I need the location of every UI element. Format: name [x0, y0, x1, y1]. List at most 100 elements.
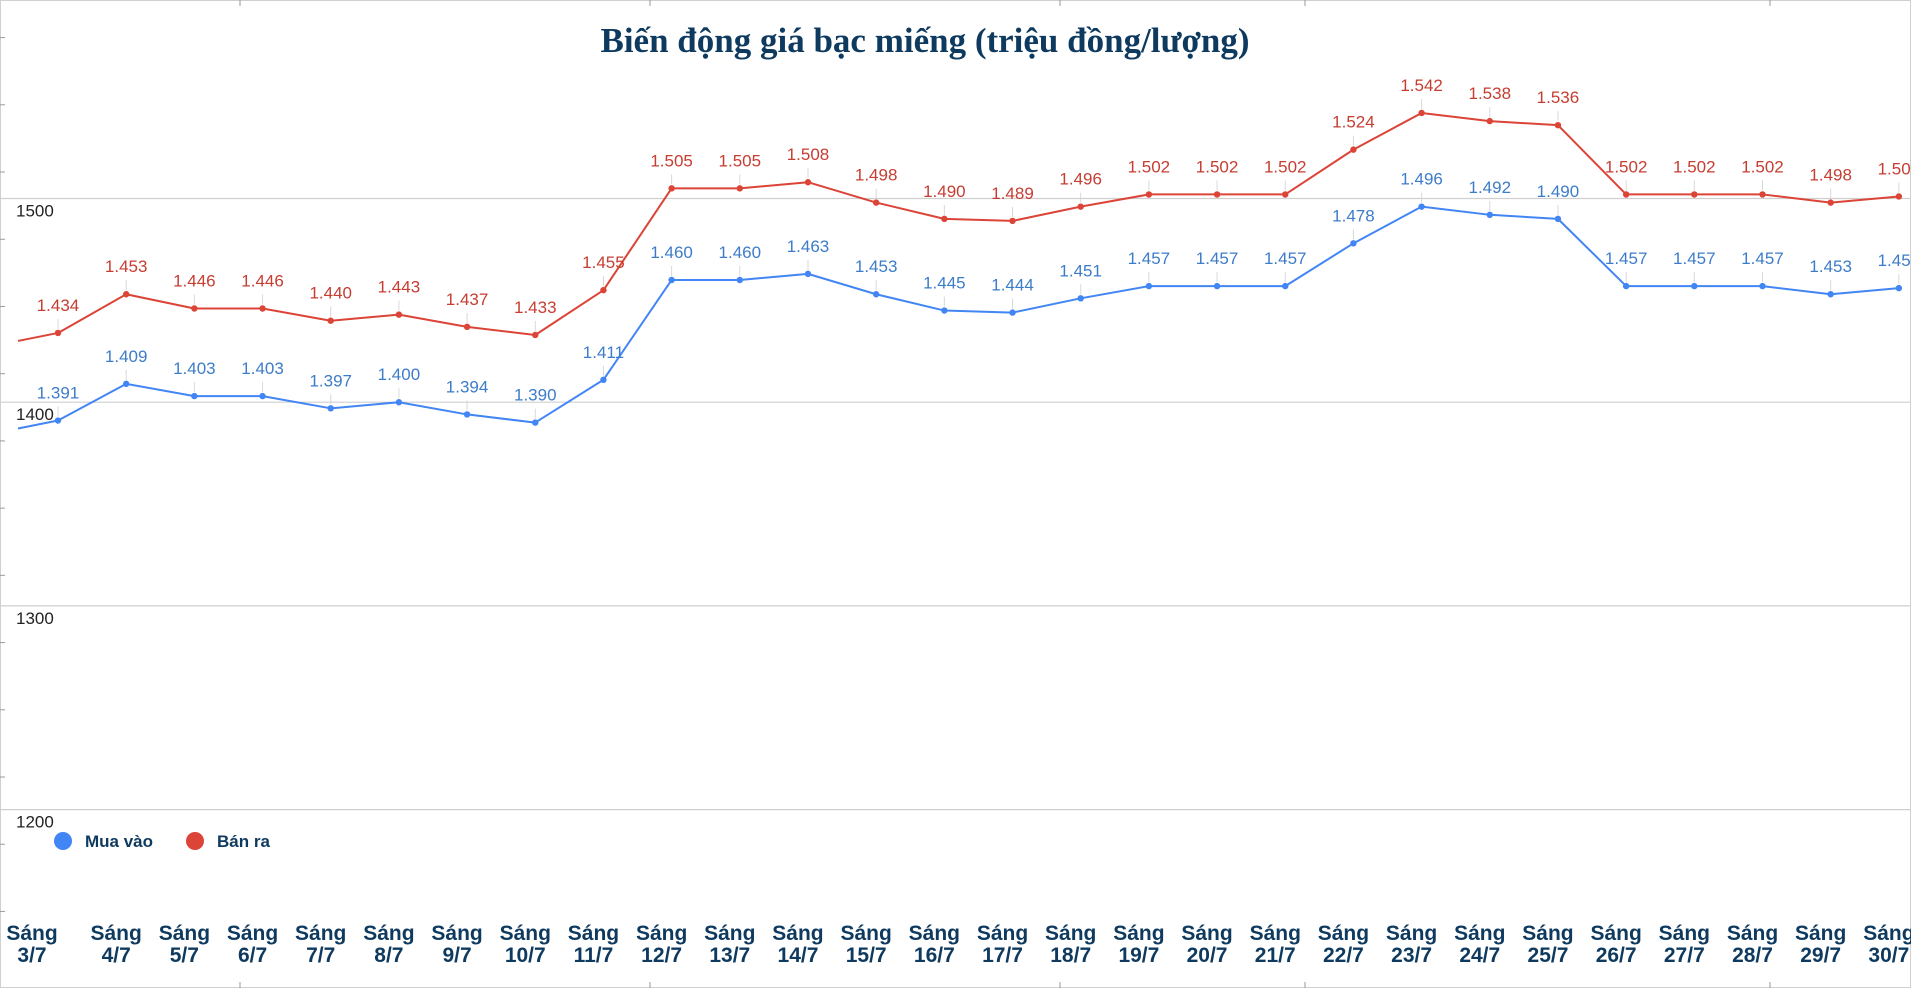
data-point [122, 380, 130, 388]
data-point [1145, 282, 1153, 290]
data-point [463, 323, 471, 331]
x-tick-label: Sáng 12/7 [636, 922, 687, 967]
data-point [395, 311, 403, 318]
data-point [1622, 282, 1630, 290]
data-point [600, 286, 607, 294]
x-tick-label: Sáng 7/7 [295, 922, 346, 967]
data-point [1282, 191, 1289, 198]
data-label: 1.492 [1469, 178, 1512, 197]
x-tick-label: Sáng 5/7 [159, 922, 210, 967]
data-point [1895, 284, 1903, 292]
data-label: 1.456 [1878, 251, 1911, 270]
x-tick-label: Sáng 25/7 [1522, 922, 1573, 967]
y-tick-label-1300: 1300 [16, 609, 54, 628]
data-point [872, 291, 880, 298]
data-point [804, 179, 812, 186]
data-point [1622, 191, 1630, 198]
data-label: 1.444 [991, 276, 1034, 295]
data-point [259, 392, 266, 400]
data-label: 1.403 [173, 359, 216, 378]
data-point [668, 185, 675, 192]
data-point [191, 392, 198, 400]
data-label: 1.433 [514, 298, 557, 317]
y-tick-label-1500: 1500 [16, 202, 54, 221]
y-tick-label-1400: 1400 [16, 405, 54, 424]
data-label: 1.451 [1059, 261, 1102, 280]
data-point [1145, 191, 1153, 198]
data-label: 1.490 [1537, 182, 1580, 201]
data-label: 1.501 [1878, 159, 1911, 178]
data-label: 1.460 [650, 243, 693, 262]
y-axis-tick-labels: 1200 1300 1400 1500 [16, 202, 54, 832]
data-point [1213, 191, 1221, 198]
x-tick-label: Sáng 27/7 [1659, 922, 1710, 967]
data-point [463, 411, 471, 418]
data-point [1350, 146, 1357, 153]
data-label: 1.446 [241, 272, 284, 291]
data-point [259, 305, 266, 312]
data-label: 1.460 [719, 243, 762, 262]
legend-marker-mua-vao [54, 832, 72, 850]
data-label: 1.453 [105, 257, 148, 276]
data-point [1486, 211, 1493, 219]
legend-label-mua-vao: Mua vào [85, 832, 153, 851]
data-point [191, 305, 198, 312]
data-point [1350, 240, 1357, 247]
legend-label-ban-ra: Bán ra [217, 832, 270, 851]
data-label: 1.457 [1673, 249, 1716, 268]
data-label: 1.440 [309, 284, 352, 303]
data-label: 1.502 [1605, 157, 1648, 176]
series-lines [17, 109, 1903, 430]
x-tick-label: Sáng 13/7 [704, 922, 755, 967]
data-point [1691, 282, 1698, 290]
data-point [1418, 203, 1425, 210]
data-point [532, 419, 539, 426]
data-labels: 1.391 1.409 1.403 1.403 1.397 1.400 1.394 1.390… [37, 76, 1911, 419]
data-label: 1.411 [583, 343, 624, 362]
data-point [395, 399, 403, 406]
x-tick-label: Sáng 3/7 [6, 922, 57, 967]
data-label: 1.455 [582, 253, 625, 272]
x-tick-label: Sáng 20/7 [1181, 922, 1232, 967]
x-tick-label: Sáng 4/7 [91, 922, 142, 967]
data-point [872, 199, 880, 206]
data-point [1827, 199, 1834, 206]
data-label: 1.536 [1537, 88, 1580, 107]
data-label: 1.538 [1469, 84, 1512, 103]
data-label: 1.498 [855, 166, 898, 185]
data-label: 1.502 [1264, 157, 1307, 176]
gridlines [0, 197, 1911, 811]
data-label: 1.502 [1128, 157, 1171, 176]
data-point [1077, 203, 1084, 210]
x-tick-label: Sáng 22/7 [1318, 922, 1369, 967]
data-point [1759, 191, 1766, 198]
data-label: 1.524 [1332, 113, 1375, 132]
data-label: 1.457 [1605, 249, 1648, 268]
data-label: 1.478 [1332, 206, 1375, 225]
data-point [1077, 295, 1084, 302]
x-tick-label: Sáng 8/7 [363, 922, 414, 967]
data-label: 1.489 [991, 184, 1034, 203]
data-point [1213, 282, 1221, 290]
data-label: 1.490 [923, 182, 966, 201]
data-point [1759, 282, 1766, 290]
x-tick-label: Sáng 21/7 [1250, 922, 1301, 967]
data-point [736, 185, 743, 192]
data-label: 1.505 [650, 151, 693, 170]
data-point [804, 270, 812, 278]
chart-title: Biến động giá bạc miếng (triệu đồng/lượn… [600, 21, 1249, 60]
data-label: 1.457 [1741, 249, 1784, 268]
data-point [1418, 109, 1425, 117]
legend: Mua vào Bán ra [54, 832, 270, 851]
data-label: 1.409 [105, 347, 148, 366]
x-tick-label: Sáng 28/7 [1727, 922, 1778, 967]
data-label: 1.445 [923, 274, 966, 293]
data-label: 1.434 [37, 296, 80, 315]
data-label: 1.390 [514, 386, 557, 405]
axis-tick-marks [0, 0, 1771, 988]
data-label: 1.498 [1809, 166, 1852, 185]
data-label: 1.496 [1400, 170, 1443, 189]
data-point [736, 276, 743, 284]
